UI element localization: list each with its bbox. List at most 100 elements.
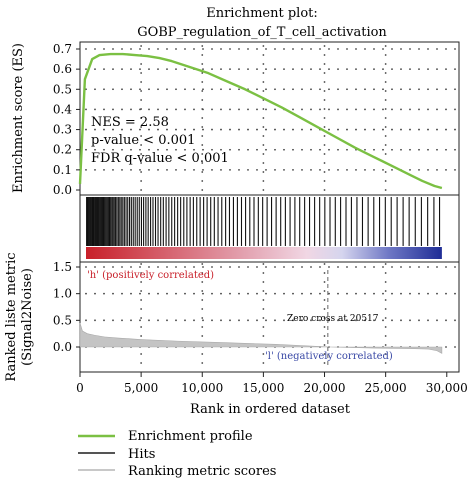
grid-dot bbox=[85, 148, 87, 151]
grid-dot bbox=[310, 148, 312, 151]
grid-dot bbox=[355, 319, 357, 322]
grid-dot bbox=[323, 63, 326, 65]
grid-dot bbox=[262, 90, 265, 92]
grid-dot bbox=[265, 148, 267, 151]
grid-dot bbox=[445, 319, 447, 322]
grid-dot bbox=[148, 292, 150, 295]
grid-dot bbox=[373, 292, 375, 295]
grid-dot bbox=[262, 263, 265, 265]
grid-dot bbox=[211, 148, 213, 151]
grid-dot bbox=[283, 148, 285, 151]
grid-dot bbox=[310, 168, 312, 171]
grid-dot bbox=[323, 189, 326, 191]
grid-dot bbox=[323, 317, 326, 319]
grid-dot bbox=[130, 68, 132, 71]
metric-y-axis-label-line2: (Signal2Noise) bbox=[20, 268, 35, 366]
grid-dot bbox=[436, 319, 438, 322]
grid-dot bbox=[454, 88, 456, 91]
grid-dot bbox=[355, 48, 357, 50]
grid-dot bbox=[130, 168, 132, 171]
grid-dot bbox=[301, 88, 303, 91]
grid-dot bbox=[121, 168, 123, 171]
grid-dot bbox=[201, 335, 204, 337]
grid-dot bbox=[323, 54, 326, 56]
grid-dot bbox=[229, 88, 231, 91]
grid-dot bbox=[319, 148, 321, 151]
grid-dot bbox=[175, 148, 177, 151]
grid-dot bbox=[301, 128, 303, 131]
grid-dot bbox=[384, 362, 387, 364]
es-tick-label: 0.4 bbox=[53, 102, 72, 116]
grid-dot bbox=[436, 292, 438, 295]
metric-panel-frame bbox=[79, 261, 460, 373]
grid-dot bbox=[139, 108, 141, 111]
grid-dot bbox=[337, 68, 339, 71]
grid-dot bbox=[175, 108, 177, 111]
grid-dot bbox=[193, 319, 195, 322]
grid-dot bbox=[202, 319, 204, 322]
grid-dot bbox=[427, 108, 429, 111]
grid-dot bbox=[328, 48, 330, 50]
grid-dot bbox=[418, 48, 420, 50]
grid-dot bbox=[384, 171, 387, 173]
grid-dot bbox=[436, 88, 438, 91]
grid-dot bbox=[427, 68, 429, 71]
grid-dot bbox=[262, 353, 265, 355]
grid-dot bbox=[262, 162, 265, 164]
grid-dot bbox=[148, 48, 150, 50]
grid-dot bbox=[400, 128, 402, 131]
grid-dot bbox=[400, 88, 402, 91]
grid-dot bbox=[247, 48, 249, 50]
grid-dot bbox=[140, 135, 143, 137]
grid-dot bbox=[157, 168, 159, 171]
grid-dot bbox=[283, 88, 285, 91]
es-tick-label: 0.0 bbox=[53, 183, 72, 197]
grid-dot bbox=[323, 108, 326, 110]
fdr-label: FDR q-value < 0.001 bbox=[91, 151, 229, 166]
nes-label: NES = 2.58 bbox=[91, 115, 169, 130]
grid-dot bbox=[103, 148, 105, 151]
grid-dot bbox=[85, 68, 87, 71]
grid-dot bbox=[328, 148, 330, 151]
grid-dot bbox=[103, 68, 105, 71]
grid-dot bbox=[382, 48, 384, 50]
grid-dot bbox=[454, 266, 456, 268]
grid-dot bbox=[148, 88, 150, 91]
grid-dot bbox=[323, 90, 326, 92]
p-value-label: p-value < 0.001 bbox=[91, 133, 195, 148]
grid-dot bbox=[274, 88, 276, 91]
grid-dot bbox=[139, 319, 141, 322]
grid-dot bbox=[85, 319, 87, 322]
grid-dot bbox=[323, 326, 326, 328]
grid-dot bbox=[184, 88, 186, 91]
grid-dot bbox=[229, 48, 231, 50]
grid-dot bbox=[265, 319, 267, 322]
grid-dot bbox=[175, 319, 177, 322]
grid-dot bbox=[94, 319, 96, 322]
grid-dot bbox=[301, 292, 303, 295]
grid-dot bbox=[274, 48, 276, 50]
grid-dot bbox=[384, 308, 387, 310]
grid-dot bbox=[400, 292, 402, 295]
grid-dot bbox=[201, 281, 204, 283]
grid-dot bbox=[328, 292, 330, 295]
grid-dot bbox=[274, 148, 276, 151]
grid-dot bbox=[337, 266, 339, 268]
grid-dot bbox=[140, 117, 143, 119]
grid-dot bbox=[247, 108, 249, 111]
grid-dot bbox=[140, 162, 143, 164]
grid-dot bbox=[355, 168, 357, 171]
es-tick-label: 0.3 bbox=[53, 123, 72, 137]
grid-dot bbox=[283, 292, 285, 295]
grid-dot bbox=[454, 148, 456, 151]
grid-dot bbox=[384, 353, 387, 355]
grid-dot bbox=[202, 168, 204, 171]
grid-dot bbox=[382, 128, 384, 131]
grid-dot bbox=[85, 266, 87, 268]
grid-dot bbox=[166, 266, 168, 268]
grid-dot bbox=[262, 362, 265, 364]
grid-dot bbox=[283, 266, 285, 268]
grid-dot bbox=[427, 128, 429, 131]
grid-dot bbox=[384, 90, 387, 92]
grid-dot bbox=[301, 48, 303, 50]
